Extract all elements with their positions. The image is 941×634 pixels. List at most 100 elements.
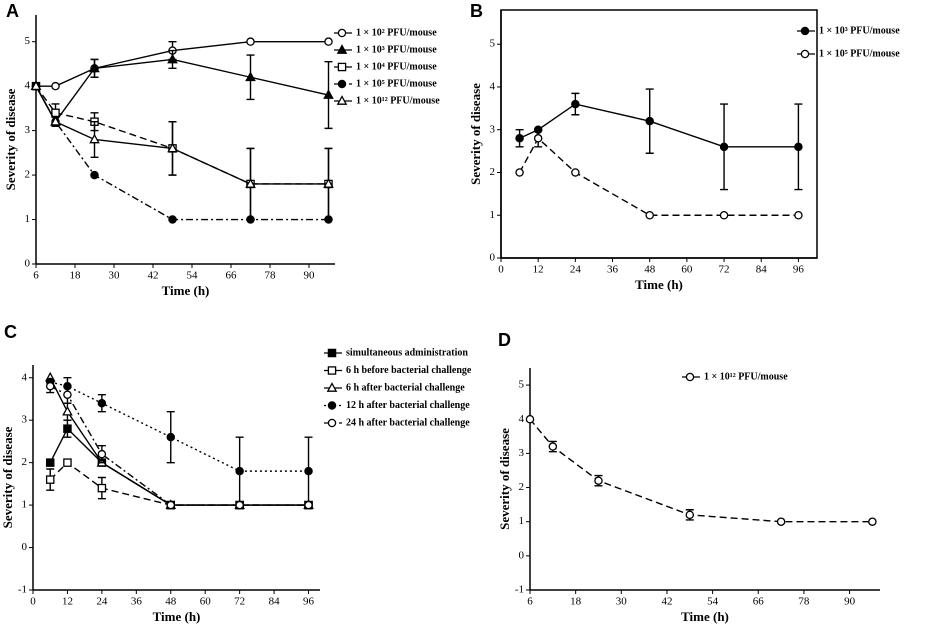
marker <box>326 382 338 392</box>
y-tick-label: 0 <box>490 252 496 264</box>
legend-label: 1 × 10⁵ PFU/mouse <box>819 48 900 59</box>
marker <box>794 210 803 220</box>
y-tick-label: 3 <box>25 124 31 136</box>
marker <box>571 99 580 109</box>
marker <box>327 401 337 410</box>
x-tick-label: 90 <box>844 596 856 608</box>
marker <box>800 49 810 59</box>
series-line <box>518 137 799 216</box>
x-tick-label: 18 <box>570 596 582 608</box>
x-tick-label: 0 <box>498 264 504 276</box>
series-line <box>49 385 309 506</box>
plot-frame <box>500 9 818 259</box>
marker <box>97 398 107 408</box>
legend-label: 1 × 10² PFU/mouse <box>356 27 437 38</box>
chart-panel: A 0 1 2 3 4 5 6 18 30 42 54 66 78 90 Time (h) Severity o… <box>3 1 440 298</box>
legend-label: 6 h after bacterial challenge <box>346 382 465 393</box>
x-axis-title: Time (h) <box>153 609 201 624</box>
marker <box>719 210 729 220</box>
marker <box>168 215 177 224</box>
x-tick-label: 54 <box>707 596 719 608</box>
x-tick-label: 72 <box>719 264 730 276</box>
series-line <box>529 418 873 523</box>
y-tick-label: 0 <box>25 258 31 270</box>
x-tick-label: 84 <box>269 596 281 608</box>
marker <box>51 81 60 91</box>
marker <box>323 89 334 99</box>
y-axis-title: Severity of disease <box>497 428 512 530</box>
x-tick-label: 54 <box>187 270 199 282</box>
x-tick-label: 48 <box>644 264 656 276</box>
marker <box>337 28 347 38</box>
legend-label: 1 × 10⁴ PFU/mouse <box>356 61 437 72</box>
panel-label: C <box>4 322 17 342</box>
x-tick-label: 84 <box>756 264 768 276</box>
x-tick-label: 78 <box>798 596 810 608</box>
marker <box>719 142 729 152</box>
y-tick-label: 1 <box>22 499 28 511</box>
marker <box>97 449 107 459</box>
marker <box>62 405 73 416</box>
y-axis-title: Severity of disease <box>3 88 18 190</box>
marker <box>868 517 877 526</box>
y-tick-label: 3 <box>22 414 28 426</box>
marker <box>166 500 176 510</box>
marker <box>304 466 313 476</box>
marker <box>235 466 244 476</box>
y-tick-label: 1 <box>25 213 31 225</box>
marker <box>45 458 55 467</box>
marker <box>246 37 255 46</box>
series-line <box>35 85 329 185</box>
y-tick-label: 2 <box>22 456 28 468</box>
legend-label: 12 h after bacterial challenge <box>346 400 470 411</box>
series-line <box>35 58 329 124</box>
y-axis-title: Severity of disease <box>468 83 483 185</box>
marker <box>571 168 580 177</box>
y-tick-label: 2 <box>519 481 525 493</box>
y-tick-label: -1 <box>515 584 524 596</box>
marker <box>685 372 695 382</box>
marker <box>336 95 348 105</box>
marker <box>167 142 178 153</box>
chart-panel: D -1 0 1 2 3 4 5 6 18 30 42 54 66 78 90 Time (h) Severity… <box>497 330 880 624</box>
marker <box>776 517 786 526</box>
x-tick-label: 36 <box>131 596 143 608</box>
x-axis-title: Time (h) <box>635 277 683 292</box>
marker <box>30 80 42 90</box>
legend-label: 1 × 10³ PFU/mouse <box>819 25 900 36</box>
marker <box>794 142 803 152</box>
marker <box>337 79 347 89</box>
marker <box>63 458 72 467</box>
y-tick-label: 5 <box>519 379 525 391</box>
marker <box>89 133 100 144</box>
y-tick-label: 3 <box>519 447 525 459</box>
legend-label: simultaneous administration <box>346 347 468 358</box>
panel-label: D <box>498 330 511 350</box>
x-tick-label: 42 <box>661 596 672 608</box>
legend-label: 1 × 10¹² PFU/mouse <box>356 95 440 106</box>
y-tick-label: 1 <box>519 515 525 527</box>
x-tick-label: 90 <box>304 270 316 282</box>
x-tick-label: 66 <box>753 596 765 608</box>
marker <box>685 510 695 520</box>
marker <box>515 134 524 143</box>
x-tick-label: 42 <box>148 270 159 282</box>
legend-label: 1 × 10⁵ PFU/mouse <box>356 78 437 89</box>
x-tick-label: 18 <box>70 270 82 282</box>
legend-label: 6 h before bacterial challenge <box>346 365 472 376</box>
marker <box>45 381 55 391</box>
y-tick-label: 4 <box>519 413 525 425</box>
y-tick-label: 1 <box>490 209 496 221</box>
y-axis-title: Severity of disease <box>0 426 15 528</box>
y-tick-label: 2 <box>25 169 31 181</box>
series-line <box>49 461 309 506</box>
marker <box>645 210 654 220</box>
marker <box>336 44 348 54</box>
x-tick-label: 66 <box>226 270 238 282</box>
marker <box>323 178 334 188</box>
x-tick-label: 0 <box>30 596 36 608</box>
series-line <box>36 40 329 87</box>
series-line <box>49 427 309 506</box>
x-tick-label: 24 <box>570 264 582 276</box>
